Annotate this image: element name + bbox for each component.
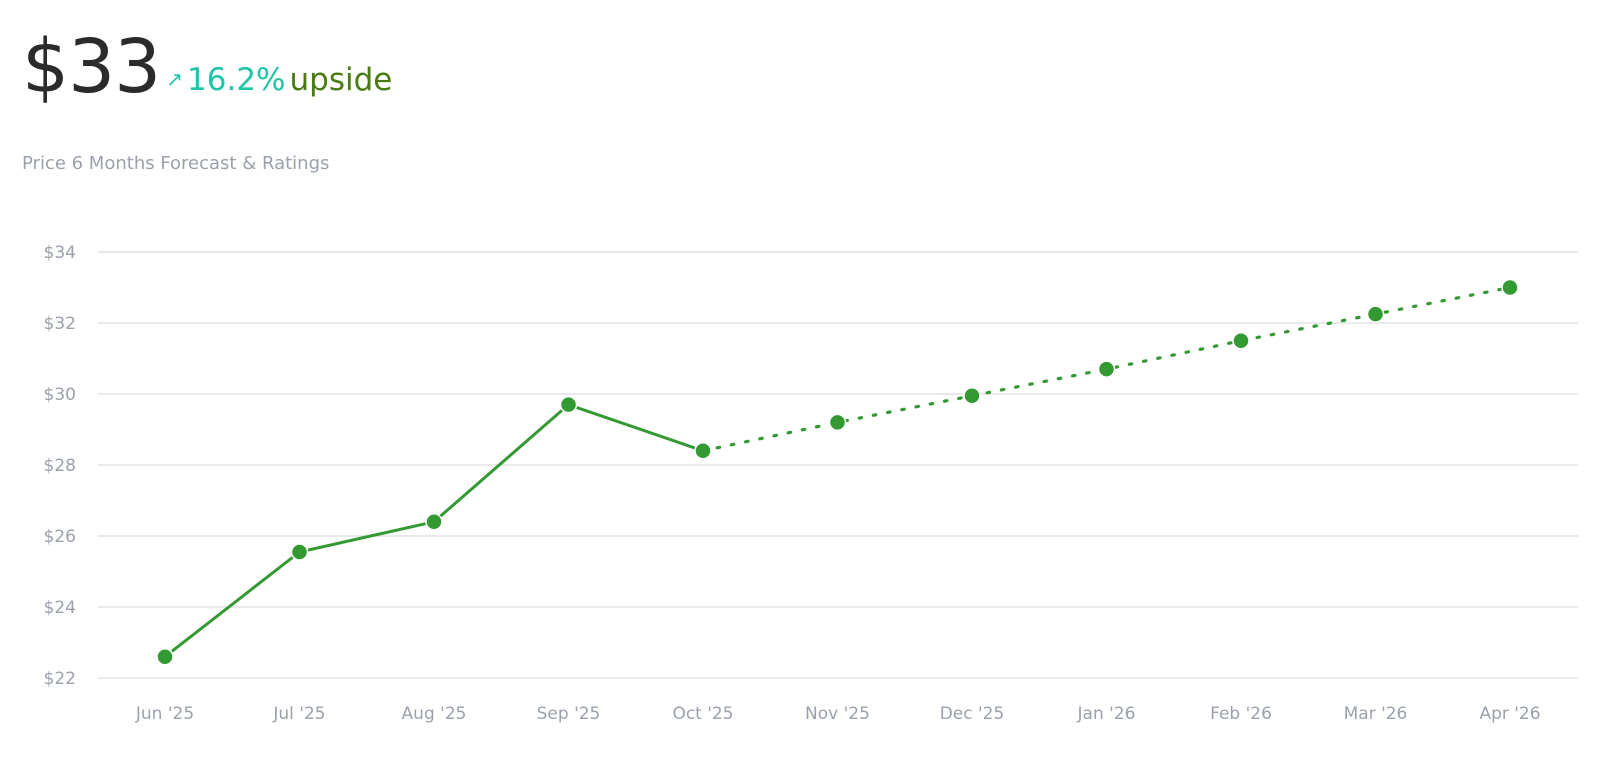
y-tick-label: $28: [44, 456, 76, 476]
y-tick-label: $24: [44, 598, 76, 618]
x-tick-label: Apr '26: [1479, 704, 1540, 724]
x-tick-label: Mar '26: [1344, 704, 1408, 724]
y-tick-label: $32: [44, 314, 76, 334]
arrow-up-right-icon: ↗: [166, 67, 184, 91]
upside-label: upside: [289, 62, 393, 98]
data-point: [1501, 278, 1519, 297]
data-point: [559, 395, 578, 414]
data-point: [1097, 360, 1116, 378]
y-tick-label: $30: [44, 385, 76, 405]
upside-percent: 16.2%: [187, 62, 286, 98]
x-tick-label: Jul '25: [272, 704, 325, 724]
x-tick-label: Aug '25: [402, 704, 467, 724]
x-tick-label: Oct '25: [672, 704, 733, 724]
y-tick-label: $34: [44, 243, 76, 263]
y-tick-label: $26: [44, 527, 76, 547]
current-price: $33: [22, 24, 161, 110]
x-tick-label: Feb '26: [1210, 704, 1272, 724]
chart-subtitle: Price 6 Months Forecast & Ratings: [22, 153, 330, 174]
data-point: [1232, 332, 1250, 350]
data-point: [425, 513, 443, 531]
data-point: [963, 387, 981, 405]
data-point: [828, 413, 847, 432]
data-point: [156, 647, 174, 666]
price-header: $33 ↗ 16.2% upside: [22, 30, 392, 104]
data-point: [1366, 305, 1385, 323]
x-tick-label: Jan '26: [1077, 704, 1136, 724]
x-tick-label: Sep '25: [537, 704, 601, 724]
data-point: [290, 543, 309, 561]
x-tick-label: Nov '25: [805, 704, 870, 724]
data-point: [694, 442, 712, 460]
x-tick-label: Dec '25: [940, 704, 1005, 724]
y-tick-label: $22: [44, 669, 76, 689]
history-line: [164, 402, 704, 658]
x-tick-label: Jun '25: [135, 704, 194, 724]
